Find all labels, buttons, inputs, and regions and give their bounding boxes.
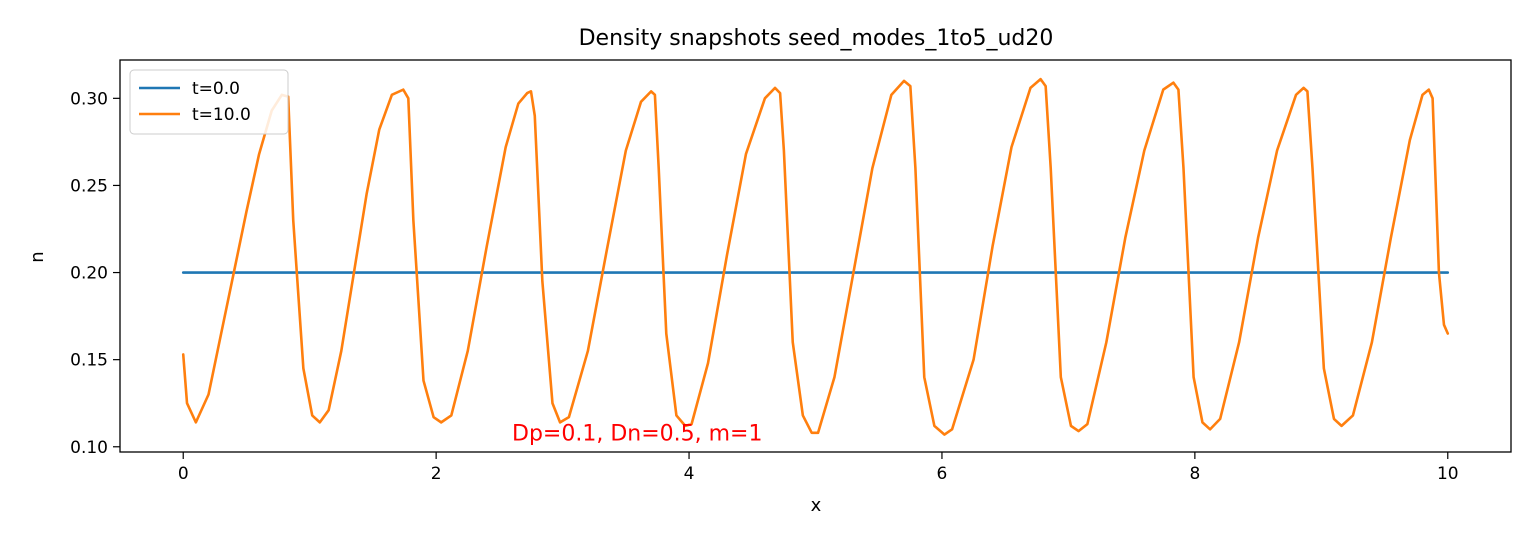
parameter-annotation: Dp=0.1, Dn=0.5, m=1 <box>512 422 762 447</box>
chart-title: Density snapshots seed_modes_1to5_ud20 <box>579 26 1054 51</box>
y-tick-label: 0.10 <box>70 438 108 458</box>
legend-label-1: t=0.0 <box>192 79 240 99</box>
x-tick-label: 8 <box>1189 464 1200 484</box>
x-tick-label: 2 <box>431 464 442 484</box>
x-tick-label: 4 <box>684 464 695 484</box>
y-tick-label: 0.25 <box>70 176 108 196</box>
plot-frame <box>119 59 1512 453</box>
y-tick-label: 0.30 <box>70 89 108 109</box>
y-tick-label: 0.15 <box>70 351 108 371</box>
x-tick-label: 0 <box>178 464 189 484</box>
x-tick-label: 10 <box>1437 464 1459 484</box>
y-tick-label: 0.20 <box>70 264 108 284</box>
series-line-2 <box>181 77 1450 436</box>
x-tick-label: 6 <box>937 464 948 484</box>
legend: t=0.0 t=10.0 <box>129 69 289 135</box>
x-axis: 0 2 4 6 8 10 <box>178 452 1459 484</box>
x-axis-label: x <box>811 495 822 516</box>
y-axis: 0.10 0.15 0.20 0.25 0.30 <box>70 89 120 458</box>
plot-area <box>181 77 1450 436</box>
y-axis-label: n <box>27 251 48 262</box>
legend-label-2: t=10.0 <box>192 105 251 125</box>
legend-box <box>129 69 289 135</box>
